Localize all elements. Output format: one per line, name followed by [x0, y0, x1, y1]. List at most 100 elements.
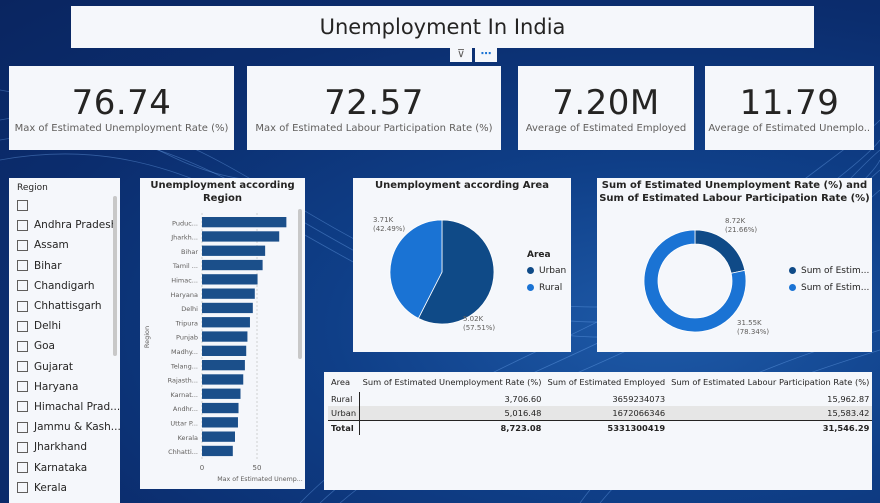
bar[interactable]: [202, 388, 241, 399]
slicer-item[interactable]: Andhra Pradesh: [9, 215, 120, 235]
bar[interactable]: [202, 345, 247, 356]
kpi-value: 76.74: [71, 82, 172, 123]
table-cell: 8,723.08: [359, 420, 545, 435]
slicer-item[interactable]: [9, 195, 120, 215]
checkbox[interactable]: [17, 340, 28, 352]
bar[interactable]: [202, 317, 250, 328]
checkbox[interactable]: [17, 401, 28, 413]
checkbox[interactable]: [17, 462, 28, 474]
slicer-item[interactable]: Goa: [9, 336, 120, 356]
table-cell: Urban: [328, 406, 361, 421]
rates-donut-chart: 8.72K(21.66%) 31.55K(78.34%): [643, 217, 769, 336]
kpi-label: Max of Estimated Labour Participation Ra…: [255, 122, 493, 134]
table-cell: 15,583.42: [668, 406, 873, 421]
slice[interactable]: [643, 229, 747, 333]
bar[interactable]: [202, 431, 235, 442]
legend-item-unemployment-rate[interactable]: Sum of Estim...: [789, 262, 869, 279]
slicer-item[interactable]: Jammu & Kash...: [9, 417, 120, 437]
legend-dot: [527, 267, 534, 274]
slice[interactable]: [694, 229, 746, 274]
legend-label: Rural: [539, 282, 563, 293]
slicer-item-label: Bihar: [34, 259, 62, 272]
checkbox[interactable]: [17, 482, 28, 494]
table-cell: Total: [328, 420, 361, 435]
bar[interactable]: [202, 402, 239, 414]
table-cell: 3659234073: [612, 394, 666, 404]
chart-title: Unemployment according Region: [150, 180, 295, 204]
bar[interactable]: [202, 445, 233, 457]
slice-percent-label: (42.49%): [373, 225, 405, 233]
slicer-scrollbar[interactable]: [113, 196, 117, 356]
more-options-icon[interactable]: ⋯: [475, 45, 497, 62]
y-axis-label: Region: [143, 326, 151, 348]
chart-scrollbar[interactable]: [298, 209, 302, 359]
table-cell: Rural: [328, 392, 361, 406]
bar[interactable]: [202, 259, 263, 271]
slicer-item[interactable]: Chandigarh: [9, 276, 120, 296]
table-cell: 5331300419: [544, 420, 669, 435]
slice-percent-label: (57.51%): [463, 324, 495, 332]
checkbox[interactable]: [17, 199, 28, 211]
chart-title: Sum of Estimated Unemployment Rate (%) a…: [599, 180, 870, 204]
checkbox[interactable]: [17, 300, 28, 312]
column-header[interactable]: Sum of Estimated Unemployment Rate (%): [362, 377, 542, 387]
column-header[interactable]: Area: [331, 377, 351, 387]
category-tick-label: Chhatti...: [168, 448, 198, 456]
slicer-item-label: Gujarat: [34, 360, 74, 373]
checkbox[interactable]: [17, 320, 28, 332]
category-tick-label: Himac...: [171, 277, 198, 285]
legend-item-rural[interactable]: Rural: [527, 279, 566, 296]
column-header[interactable]: Sum of Estimated Employed: [547, 377, 666, 387]
region-bar-chart: Puduc... Jharkh... Bihar Tamil ... Himac... H…: [143, 209, 303, 483]
checkbox[interactable]: [17, 381, 28, 393]
category-tick-label: Punjab: [176, 334, 198, 342]
category-tick-label: Kerala: [178, 434, 198, 442]
slicer-item[interactable]: Haryana: [9, 377, 120, 397]
legend-item-labour-participation[interactable]: Sum of Estim...: [789, 279, 869, 296]
bar[interactable]: [202, 360, 245, 371]
checkbox[interactable]: [17, 260, 28, 272]
legend-label: Urban: [539, 265, 567, 276]
checkbox[interactable]: [17, 441, 28, 453]
bar[interactable]: [202, 288, 255, 299]
column-header[interactable]: Sum of Estimated Labour Participation Ra…: [671, 377, 870, 387]
slicer-item[interactable]: Himachal Prad...: [9, 397, 120, 417]
chart-title: Unemployment according Area: [375, 180, 549, 191]
bar[interactable]: [202, 274, 258, 285]
checkbox[interactable]: [17, 239, 28, 251]
bar[interactable]: [202, 302, 253, 314]
slicer-item[interactable]: Kerala: [9, 478, 120, 498]
slicer-header: Region: [17, 183, 48, 193]
slicer-item-label: Goa: [34, 340, 55, 353]
bar[interactable]: [202, 331, 248, 342]
checkbox[interactable]: [17, 421, 28, 433]
bar[interactable]: [202, 417, 238, 428]
checkbox[interactable]: [17, 280, 28, 292]
slice[interactable]: [417, 219, 495, 325]
slice[interactable]: [389, 219, 443, 319]
slicer-item[interactable]: Jharkhand: [9, 437, 120, 457]
table-cell: 15,962.87: [827, 394, 870, 404]
category-tick-label: Uttar P...: [170, 420, 198, 428]
slicer-item[interactable]: Delhi: [9, 316, 120, 336]
bar[interactable]: [202, 231, 280, 242]
slice-percent-label: (21.66%): [725, 226, 757, 234]
bar[interactable]: [202, 374, 244, 385]
category-tick-label: Telang...: [170, 362, 198, 370]
slicer-item[interactable]: Assam: [9, 235, 120, 255]
slicer-item[interactable]: Karnataka: [9, 457, 120, 477]
kpi-value: 7.20M: [552, 82, 660, 123]
slicer-item-label: Karnataka: [34, 461, 88, 474]
slicer-item[interactable]: Bihar: [9, 256, 120, 276]
slicer-item[interactable]: Chhattisgarh: [9, 296, 120, 316]
filter-icon[interactable]: ⊽: [450, 45, 472, 62]
checkbox[interactable]: [17, 361, 28, 373]
checkbox[interactable]: [17, 219, 28, 231]
category-tick-label: Tripura: [175, 319, 198, 327]
legend-item-urban[interactable]: Urban: [527, 262, 566, 279]
region-slicer: Region Andhra Pradesh Assam Bihar Chandigar…: [9, 178, 120, 503]
bar[interactable]: [202, 245, 266, 256]
kpi-label: Max of Estimated Unemployment Rate (%): [14, 122, 229, 134]
slicer-item[interactable]: Gujarat: [9, 357, 120, 377]
bar[interactable]: [202, 217, 287, 228]
